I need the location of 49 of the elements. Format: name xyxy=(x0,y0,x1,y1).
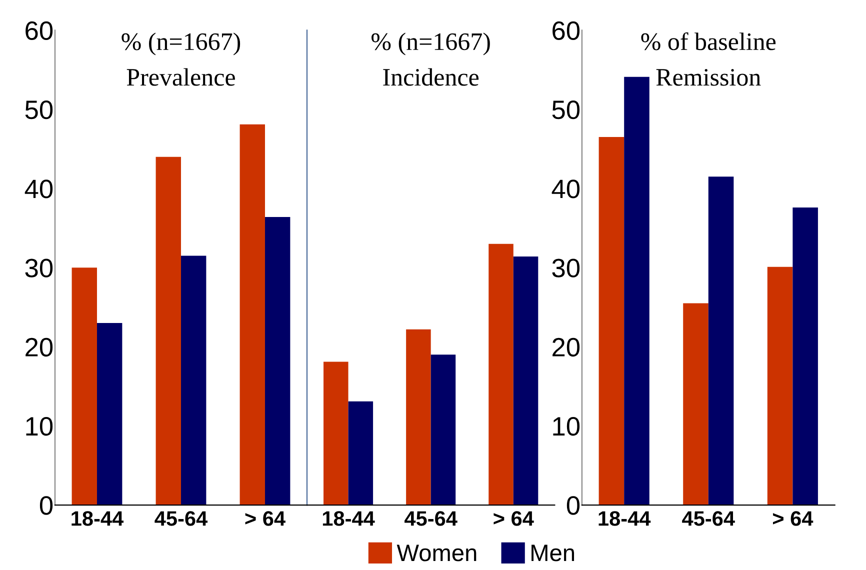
y-tick-label: 10 xyxy=(26,417,53,436)
y-tick-label: 60 xyxy=(26,21,53,40)
y-tick-label: 20 xyxy=(26,338,53,357)
bar xyxy=(683,303,708,506)
bar xyxy=(488,244,514,506)
x-tick-label: 45-64 xyxy=(682,511,735,526)
bar xyxy=(180,256,206,506)
y-tick-label: 40 xyxy=(24,180,53,198)
x-tick-label: > 64 xyxy=(772,511,814,526)
bar xyxy=(348,401,374,506)
bar xyxy=(792,207,818,506)
chart-subtitle: % of baseline xyxy=(641,32,776,50)
y-tick-label: 30 xyxy=(552,258,580,278)
bar xyxy=(72,268,97,506)
y-tick-label: 0 xyxy=(40,496,53,515)
x-tick-label: 45-64 xyxy=(154,511,208,526)
bar xyxy=(708,176,734,506)
bar xyxy=(430,354,456,506)
chart-subtitle: % (n=1667) xyxy=(372,32,490,56)
y-tick-label: 30 xyxy=(25,258,53,278)
x-tick-label: 18-44 xyxy=(598,511,651,526)
bar xyxy=(324,362,348,506)
y-tick-label: 10 xyxy=(553,417,580,436)
y-tick-label: 20 xyxy=(552,338,580,357)
bar xyxy=(624,76,650,506)
legend-label: Women xyxy=(396,544,476,562)
text: Incidence xyxy=(383,68,479,86)
y-tick-label: 50 xyxy=(25,100,53,120)
y-tick-label: 60 xyxy=(552,21,580,40)
y-tick-label: 40 xyxy=(552,180,580,198)
text: Prevalence xyxy=(126,68,235,86)
bar xyxy=(96,323,122,506)
bar xyxy=(264,216,290,506)
y-tick-label: 0 xyxy=(566,496,580,515)
bar xyxy=(156,156,181,506)
x-tick-label: > 64 xyxy=(494,511,534,526)
x-tick-label: 18-44 xyxy=(72,511,124,526)
bar xyxy=(598,137,624,506)
chart-subtitle: % (n=1667) xyxy=(122,32,240,56)
legend-label: Men xyxy=(532,544,574,562)
bar xyxy=(406,329,431,506)
bar xyxy=(240,124,265,506)
x-tick-label: > 64 xyxy=(245,511,286,526)
bar xyxy=(767,266,793,506)
text: Remission xyxy=(656,68,761,86)
y-tick-label: 50 xyxy=(552,100,580,120)
x-tick-label: 45-64 xyxy=(404,511,458,526)
bar xyxy=(513,256,538,506)
x-tick-label: 18-44 xyxy=(322,511,375,526)
